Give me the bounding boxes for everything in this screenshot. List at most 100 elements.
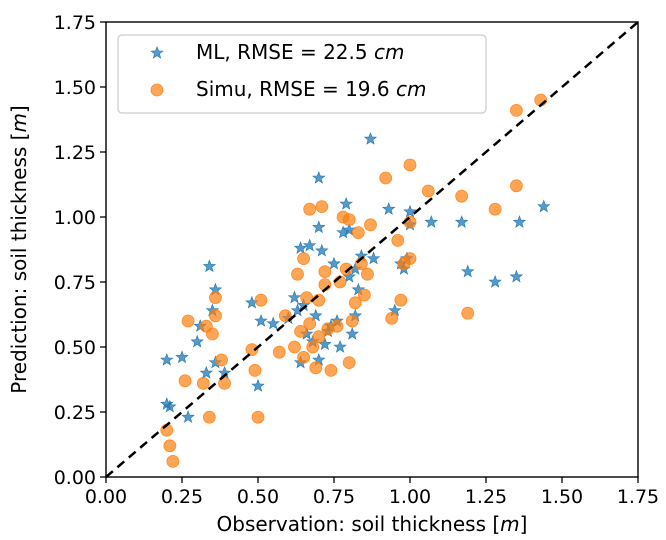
point-ml-55 (424, 215, 438, 228)
point-ml-48 (382, 202, 396, 215)
legend-label-simu: Simu, RMSE = 19.6 cm (196, 77, 426, 101)
point-ml-5 (190, 334, 204, 348)
x-tick-label: 0.25 (161, 486, 203, 508)
tick-layer: 0.00 0.25 0.50 0.75 1.00 1.25 1.50 1.75 0.00 0.25… (54, 12, 659, 508)
y-tick-label: 1.50 (54, 77, 96, 99)
point-simu-42 (345, 314, 359, 328)
point-ml-26 (309, 308, 323, 322)
point-simu-24 (300, 291, 314, 305)
point-simu-10 (209, 309, 222, 323)
point-ml-46 (363, 131, 378, 145)
x-tick-label: 1.50 (541, 486, 583, 508)
point-simu-23 (297, 350, 311, 364)
legend-circle-marker (150, 83, 164, 97)
point-simu-25 (303, 202, 317, 216)
legend-label-ml: ML, RMSE = 22.5 cm (196, 40, 404, 64)
point-simu-7 (202, 410, 216, 424)
point-simu-16 (254, 293, 268, 307)
y-axis-label: Prediction: soil thickness [m] (7, 105, 31, 394)
point-simu-54 (403, 158, 417, 172)
point-ml-34 (327, 256, 341, 270)
point-simu-4 (181, 314, 195, 328)
x-tick-label: 0.50 (237, 486, 279, 508)
point-simu-36 (330, 319, 344, 333)
point-simu-17 (272, 345, 286, 359)
point-simu-52 (394, 293, 408, 307)
point-simu-18 (278, 309, 292, 323)
point-simu-46 (357, 288, 371, 302)
point-simu-56 (403, 252, 417, 266)
y-tick-label: 1.25 (54, 142, 96, 164)
legend: ML, RMSE = 22.5 cm Simu, RMSE = 19.6 cm (117, 34, 487, 114)
point-simu-59 (461, 306, 475, 320)
point-simu-5 (196, 376, 210, 390)
point-ml-59 (509, 269, 524, 283)
x-tick-label: 0.75 (313, 486, 355, 508)
point-ml-44 (351, 282, 366, 296)
point-simu-39 (339, 262, 353, 276)
point-ml-24 (302, 238, 317, 252)
point-simu-28 (309, 361, 323, 375)
point-ml-28 (312, 220, 326, 234)
plot-frame (105, 21, 639, 478)
point-simu-9 (209, 291, 222, 305)
point-simu-14 (248, 363, 262, 377)
point-simu-51 (391, 233, 405, 247)
point-simu-57 (421, 184, 435, 198)
point-ml-20 (293, 241, 308, 254)
point-ml-27 (312, 170, 326, 184)
x-tick-label: 0.00 (85, 486, 127, 508)
point-simu-15 (251, 410, 265, 424)
point-simu-1 (163, 439, 177, 453)
point-simu-40 (342, 213, 356, 227)
point-ml-58 (488, 274, 502, 288)
x-tick-label: 1.75 (617, 486, 659, 508)
point-simu-19 (288, 340, 301, 354)
point-simu-30 (312, 330, 326, 344)
point-ml-7 (199, 365, 214, 379)
point-ml-57 (461, 264, 475, 278)
point-ml-4 (181, 410, 195, 423)
point-simu-11 (215, 353, 228, 367)
point-simu-41 (342, 356, 356, 370)
y-tick-label: 0.50 (54, 337, 96, 359)
point-simu-61 (510, 104, 523, 117)
legend-marker-ml (150, 45, 164, 59)
legend-star-marker (150, 45, 164, 59)
point-simu-22 (297, 252, 311, 266)
point-simu-44 (351, 226, 365, 240)
point-simu-58 (455, 189, 469, 203)
point-simu-20 (291, 267, 304, 281)
point-ml-39 (342, 222, 356, 236)
y-tick-label: 1.75 (54, 12, 96, 34)
point-ml-15 (254, 313, 268, 327)
point-ml-16 (266, 316, 280, 330)
point-ml-56 (454, 215, 469, 228)
x-axis-label: Observation: soil thickness [m] (217, 512, 528, 536)
point-simu-8 (205, 327, 219, 341)
point-simu-31 (315, 200, 329, 214)
point-simu-26 (303, 317, 317, 331)
point-ml-61 (537, 199, 551, 213)
legend-marker-simu (150, 83, 164, 97)
point-simu-50 (385, 311, 399, 325)
point-simu-12 (218, 376, 231, 390)
point-simu-48 (364, 218, 377, 232)
identity-reference-line (105, 21, 639, 478)
legend-box (117, 34, 487, 114)
point-ml-53 (403, 204, 417, 218)
point-simu-32 (318, 265, 332, 279)
point-ml-8 (202, 259, 217, 273)
point-ml-0 (160, 352, 174, 366)
series-simu (160, 93, 548, 468)
point-simu-43 (348, 296, 362, 310)
point-simu-60 (488, 202, 502, 216)
point-ml-18 (287, 290, 302, 304)
point-simu-2 (166, 454, 180, 468)
point-simu-47 (361, 267, 374, 281)
y-tick-label: 0.00 (54, 467, 96, 489)
point-ml-3 (175, 350, 189, 364)
point-simu-3 (178, 374, 192, 388)
y-tick-label: 1.00 (54, 207, 96, 229)
